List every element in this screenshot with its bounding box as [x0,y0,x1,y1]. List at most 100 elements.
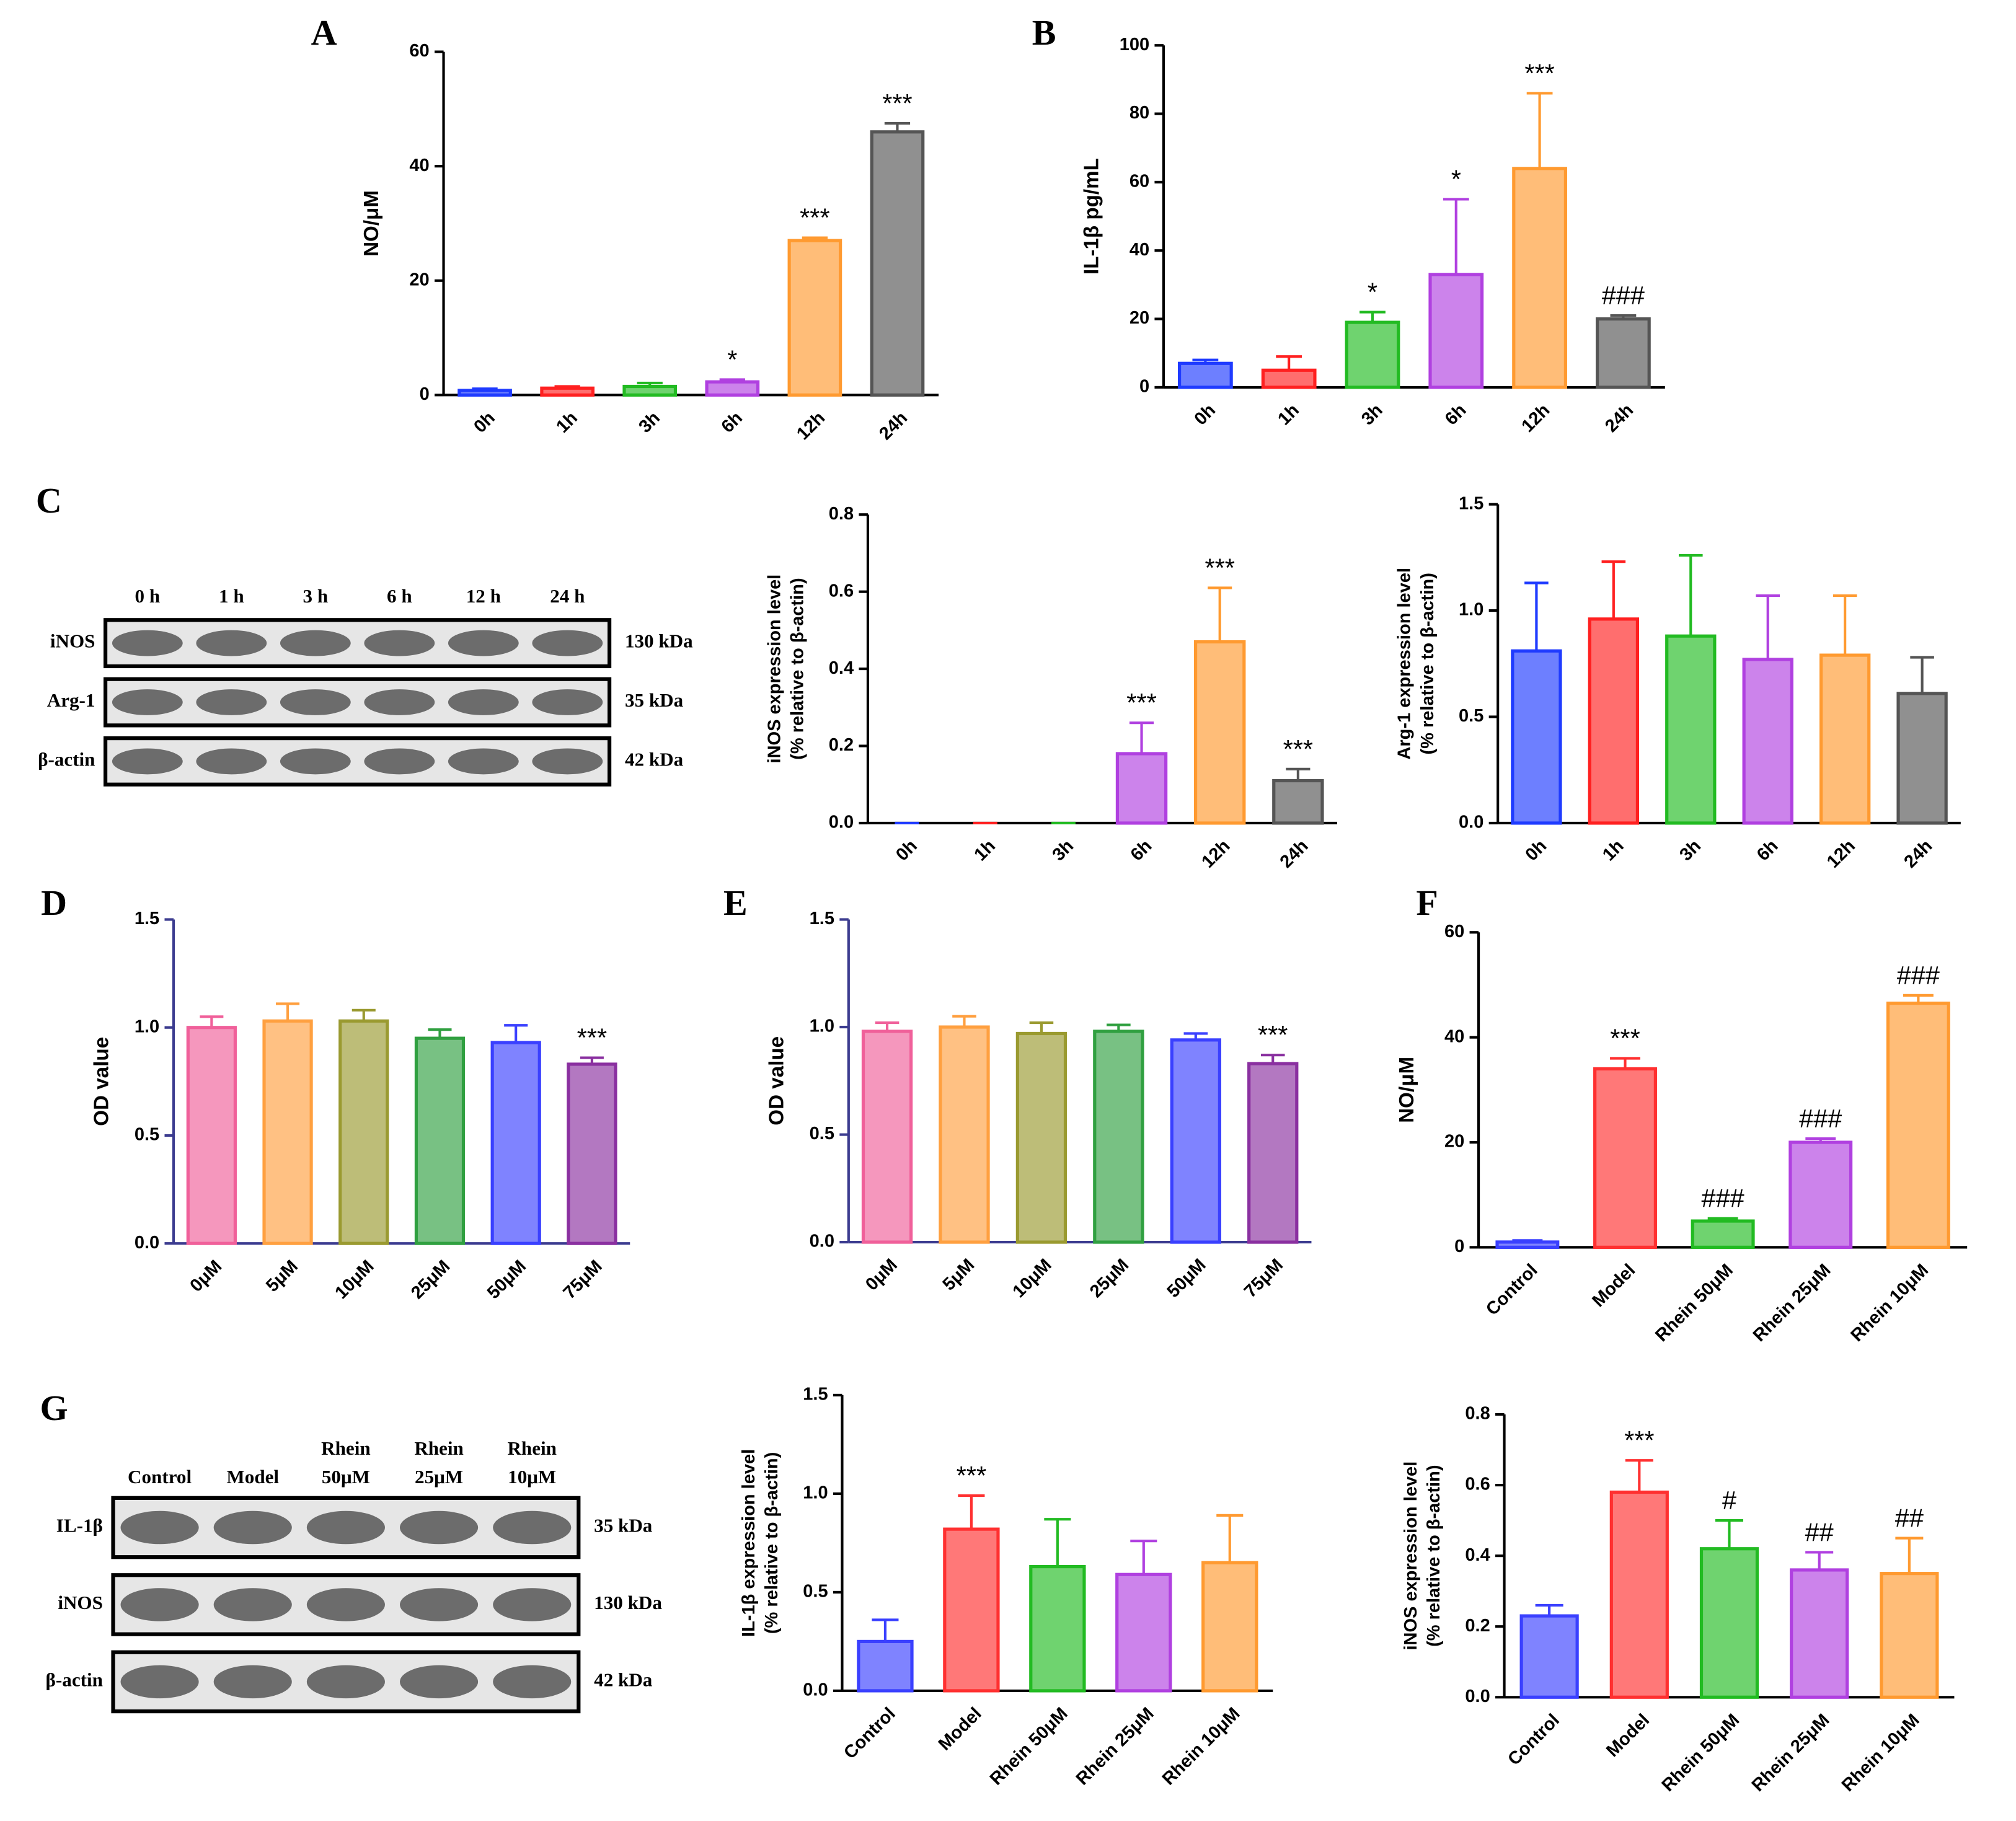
lane-label: Model [226,1466,279,1488]
significance-label: *** [800,203,829,232]
y-axis-label: iNOS expression level [1401,1462,1421,1651]
band [532,630,603,656]
significance-label: *** [1624,1426,1654,1455]
error-bar [1512,1239,1543,1242]
bar [1177,361,1233,389]
y-axis-label: (% relative to β-actin) [1424,1465,1444,1646]
protein-label: Arg-1 [47,689,95,711]
bar [939,1025,990,1244]
lane-label: Control [128,1466,192,1488]
y-tick-label: 0.4 [1465,1545,1490,1565]
bar [1790,1568,1849,1699]
x-tick-label: Rhein 50μM [1651,1260,1737,1346]
band [493,1588,572,1621]
y-tick-label: 0.8 [829,504,854,524]
significance-label: *** [957,1461,986,1490]
y-tick-label: 1.0 [1459,600,1483,620]
significance-label: ## [1805,1517,1834,1546]
x-tick-label: 24h [1900,836,1936,872]
x-tick-label: Rhein 10μM [1159,1704,1244,1789]
x-tick-label: 6h [1753,836,1782,865]
lane-label: 24 h [550,585,585,607]
y-tick-label: 1.5 [1459,493,1483,513]
bar [1742,658,1793,825]
bar [1029,1564,1086,1693]
error-bar [1524,581,1549,651]
error-bar [1276,355,1302,371]
y-tick-label: 40 [409,156,429,175]
error-bar [1183,1032,1208,1040]
x-tick-label: 25μM [407,1256,454,1303]
error-bar [1208,586,1232,642]
x-tick-label: 0μM [186,1256,226,1296]
lane-label: 3 h [303,585,329,607]
significance-label: * [1451,164,1461,193]
x-tick-label: 24h [1276,836,1312,872]
size-label: 130 kDa [594,1592,662,1613]
band [196,748,267,775]
bar [1495,1240,1560,1249]
bar [1201,1561,1258,1693]
x-tick-label: Rhein 25μM [1748,1710,1834,1796]
error-bar [1833,594,1857,656]
y-tick-label: 20 [409,270,429,289]
significance-label: *** [1258,1020,1288,1049]
blot-strip [103,677,612,728]
y-tick-label: 100 [1120,35,1149,55]
bar [458,389,512,397]
error-bar [958,1494,985,1530]
x-tick-label: 75μM [1240,1255,1287,1302]
x-tick-label: Control [1482,1260,1542,1320]
bar [1896,692,1948,825]
significance-label: ### [1897,961,1940,990]
panel-letter: D [41,883,67,923]
lane-label: Rhein [507,1437,556,1459]
x-tick-label: 0h [892,836,921,865]
y-tick-label: 0.2 [1465,1616,1490,1636]
error-bar [1107,1023,1131,1031]
bar [262,1019,313,1245]
bar [1788,1140,1853,1249]
significance-label: *** [1283,734,1313,764]
lane-label: 10μM [508,1466,556,1488]
y-tick-label: 0.2 [829,735,854,755]
error-bar [1535,1603,1563,1616]
y-tick-label: 60 [1444,922,1464,941]
panel-letter: E [723,883,748,923]
bar [1193,640,1246,825]
bar [1519,1614,1579,1699]
band [448,689,519,715]
error-bar [1910,656,1934,694]
error-bar [1610,314,1637,319]
y-tick-label: 0.5 [810,1124,834,1144]
error-bar [1715,1519,1744,1549]
bar [1272,778,1324,825]
error-bar [472,387,498,390]
error-bar [1903,994,1934,1003]
x-tick-label: 10μM [1009,1255,1056,1302]
error-bar [1526,92,1553,169]
y-axis-label: (% relative to β-actin) [788,578,808,759]
x-tick-label: 12h [1198,836,1234,872]
y-tick-label: 0.8 [1465,1404,1490,1424]
error-bar [637,381,663,387]
band [196,689,267,715]
bar [1699,1547,1759,1699]
lane-label: Rhein [321,1437,370,1459]
error-bar [1443,198,1469,275]
error-bar [719,378,745,382]
y-tick-label: 20 [1444,1132,1464,1152]
bar [1170,1038,1221,1244]
x-tick-label: Rhein 25μM [1749,1260,1835,1346]
x-tick-label: 3h [635,408,664,437]
x-tick-label: 3h [1676,836,1705,865]
error-bar [1805,1137,1836,1143]
lane-label: 25μM [415,1466,463,1488]
x-tick-label: Control [1504,1710,1563,1770]
y-axis-label: IL-1β pg/mL [1081,158,1103,275]
y-tick-label: 1.0 [135,1016,159,1036]
error-bar [276,1002,300,1021]
bar [705,380,760,397]
panel-letter: F [1416,883,1438,923]
x-tick-label: 25μM [1086,1255,1133,1302]
